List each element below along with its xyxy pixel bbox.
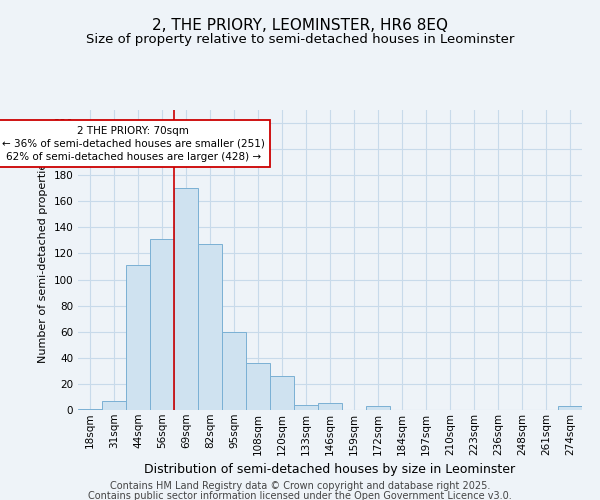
Bar <box>294 405 318 410</box>
Bar <box>78 408 102 410</box>
Y-axis label: Number of semi-detached properties: Number of semi-detached properties <box>38 157 48 363</box>
Bar <box>222 332 246 410</box>
Bar <box>174 188 198 410</box>
Bar <box>366 406 390 410</box>
X-axis label: Distribution of semi-detached houses by size in Leominster: Distribution of semi-detached houses by … <box>145 463 515 476</box>
Bar <box>150 239 174 410</box>
Text: Size of property relative to semi-detached houses in Leominster: Size of property relative to semi-detach… <box>86 32 514 46</box>
Bar <box>270 376 294 410</box>
Bar <box>318 404 342 410</box>
Bar <box>126 265 150 410</box>
Text: 2, THE PRIORY, LEOMINSTER, HR6 8EQ: 2, THE PRIORY, LEOMINSTER, HR6 8EQ <box>152 18 448 32</box>
Text: Contains public sector information licensed under the Open Government Licence v3: Contains public sector information licen… <box>88 491 512 500</box>
Bar <box>102 401 126 410</box>
Bar <box>198 244 222 410</box>
Bar <box>246 363 270 410</box>
Text: Contains HM Land Registry data © Crown copyright and database right 2025.: Contains HM Land Registry data © Crown c… <box>110 481 490 491</box>
Text: 2 THE PRIORY: 70sqm
← 36% of semi-detached houses are smaller (251)
62% of semi-: 2 THE PRIORY: 70sqm ← 36% of semi-detach… <box>2 126 265 162</box>
Bar <box>558 406 582 410</box>
